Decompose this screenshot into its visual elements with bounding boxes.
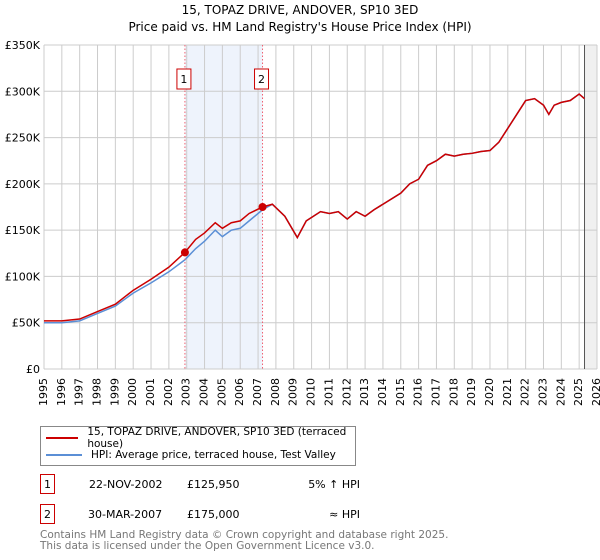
legend-swatch-blue [46, 453, 82, 456]
legend-item-hpi: HPI: Average price, terraced house, Test… [41, 446, 355, 463]
x-tick-label: 2015 [394, 378, 407, 406]
transaction-price: £175,000 [187, 507, 240, 521]
transaction-price: £125,950 [187, 477, 240, 491]
y-tick-label: £150K [5, 224, 41, 237]
legend-swatch-red [46, 436, 79, 439]
x-tick-label: 2018 [447, 378, 460, 406]
x-tick-label: 2023 [536, 378, 549, 406]
y-tick-label: £50K [12, 317, 41, 330]
x-tick-label: 2010 [305, 378, 318, 406]
price-chart: 15, TOPAZ DRIVE, ANDOVER, SP10 3ED Price… [5, 3, 600, 406]
x-tick-label: 2011 [322, 378, 335, 406]
y-tick-label: £0 [26, 363, 40, 376]
forecast-region [584, 45, 597, 369]
x-tick-label: 2019 [465, 378, 478, 406]
x-tick-label: 2001 [144, 378, 157, 406]
transaction-row: 2 30-MAR-2007 £175,000 ≈ HPI [40, 504, 360, 524]
x-tick-label: 2006 [233, 378, 246, 406]
x-tick-label: 2002 [162, 378, 175, 406]
licence-text: This data is licensed under the Open Gov… [40, 540, 375, 552]
x-tick-label: 2025 [572, 378, 585, 406]
y-tick-label: £250K [5, 132, 41, 145]
transaction-date: 22-NOV-2002 [89, 477, 163, 491]
x-tick-label: 2020 [483, 378, 496, 406]
x-tick-label: 2014 [376, 378, 389, 406]
x-tick-label: 2009 [287, 378, 300, 406]
transaction-date: 30-MAR-2007 [88, 507, 163, 521]
y-tick-label: £100K [5, 270, 41, 283]
chart-subtitle: Price paid vs. HM Land Registry's House … [128, 20, 471, 34]
x-tick-label: 2007 [251, 378, 264, 406]
price-line [44, 93, 586, 322]
y-tick-label: £300K [5, 85, 41, 98]
x-tick-label: 2024 [554, 378, 567, 406]
x-tick-label: 1996 [55, 378, 68, 406]
x-tick-label: 1997 [73, 378, 86, 406]
x-tick-label: 2005 [215, 378, 228, 406]
footer: Contains HM Land Registry data © Crown c… [40, 530, 448, 552]
transaction-hpi: 5% ↑ HPI [308, 477, 360, 491]
x-tick-label: 2012 [340, 378, 353, 406]
sale-point [258, 203, 267, 211]
x-tick-label: 2022 [519, 378, 532, 406]
transaction-row: 1 22-NOV-2002 £125,950 5% ↑ HPI [40, 474, 360, 494]
x-tick-label: 2004 [198, 378, 211, 406]
x-tick-label: 2013 [358, 378, 371, 406]
x-tick-label: 2000 [126, 378, 139, 406]
sale-label: 1 [180, 73, 187, 86]
transaction-hpi: ≈ HPI [329, 507, 360, 521]
x-tick-label: 1999 [108, 378, 121, 406]
x-tick-label: 2003 [180, 378, 193, 406]
transaction-marker: 1 [40, 474, 55, 494]
legend-label: HPI: Average price, terraced house, Test… [91, 448, 336, 461]
x-tick-label: 2026 [590, 378, 600, 406]
x-tick-label: 2017 [429, 378, 442, 406]
x-tick-label: 1998 [91, 378, 104, 406]
chart-title: 15, TOPAZ DRIVE, ANDOVER, SP10 3ED [182, 3, 419, 17]
legend-label: 15, TOPAZ DRIVE, ANDOVER, SP10 3ED (terr… [87, 425, 347, 450]
shaded-period [184, 45, 263, 369]
sale-label-box [176, 68, 192, 90]
x-tick-label: 1995 [37, 378, 50, 406]
y-tick-label: £200K [5, 178, 41, 191]
legend: 15, TOPAZ DRIVE, ANDOVER, SP10 3ED (terr… [40, 426, 356, 466]
x-tick-label: 2008 [269, 378, 282, 406]
sale-label: 2 [258, 73, 265, 86]
hpi-line [44, 93, 586, 324]
transaction-marker: 2 [40, 504, 55, 524]
legend-item-property: 15, TOPAZ DRIVE, ANDOVER, SP10 3ED (terr… [41, 426, 355, 450]
copyright-text: Contains HM Land Registry data © Crown c… [40, 529, 449, 541]
x-tick-label: 2016 [412, 378, 425, 406]
y-tick-label: £350K [5, 39, 41, 52]
sale-label-box [254, 68, 270, 90]
x-tick-label: 2021 [501, 378, 514, 406]
sale-point [180, 248, 189, 257]
